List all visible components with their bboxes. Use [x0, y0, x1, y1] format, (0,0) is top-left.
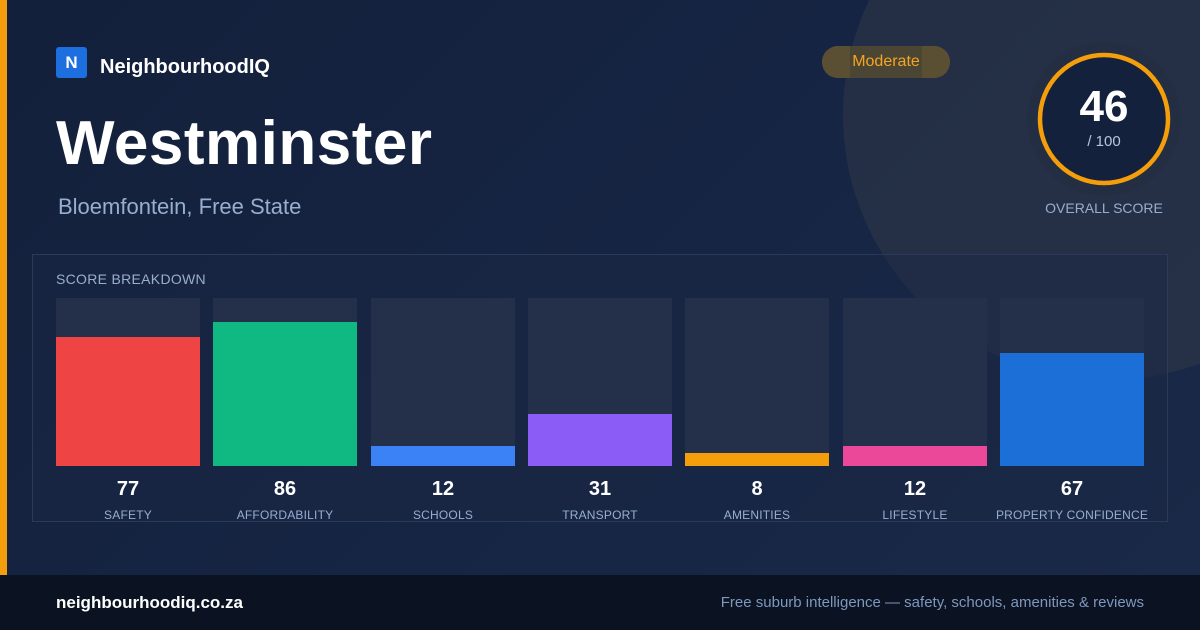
- bar-track: [1000, 298, 1144, 466]
- bar: [371, 446, 515, 466]
- bar-category-label: AMENITIES: [723, 508, 791, 522]
- bar: [56, 337, 200, 466]
- bar-track: [528, 298, 672, 466]
- bar-value-label: 77: [116, 478, 140, 500]
- bar-category-label: PROPERTY CONFIDENCE: [995, 508, 1149, 522]
- bar: [528, 414, 672, 466]
- score-breakdown-title: SCORE BREAKDOWN: [56, 271, 206, 287]
- bar-track: [685, 298, 829, 466]
- bar: [213, 322, 357, 466]
- bar-track: [843, 298, 987, 466]
- bar-track: [56, 298, 200, 466]
- bar-value-label: 12: [903, 478, 927, 500]
- bar-category-label: SCHOOLS: [412, 508, 474, 522]
- location-subtitle: Bloemfontein, Free State: [58, 194, 302, 219]
- overall-score-label: OVERALL SCORE: [1045, 200, 1163, 216]
- bar-value-label: 12: [431, 478, 455, 500]
- footer-url-link[interactable]: neighbourhoodiq.co.za: [56, 593, 243, 612]
- footer-tagline: Free suburb intelligence — safety, schoo…: [720, 594, 1144, 611]
- brand[interactable]: N NeighbourhoodIQ: [56, 46, 270, 79]
- bar-category-label: SAFETY: [104, 508, 152, 522]
- score-ring-graphic: [1027, 42, 1181, 196]
- bar-value-label: 67: [1060, 478, 1084, 500]
- bar-value-label: 86: [273, 478, 297, 500]
- score-ring-stroke: [1037, 52, 1171, 186]
- overall-score-ring: 46 / 100: [1027, 42, 1181, 196]
- bar-category-label: AFFORDABILITY: [236, 508, 334, 522]
- bar-category-label: TRANSPORT: [562, 508, 638, 522]
- page-title: Westminster: [56, 109, 433, 178]
- bar-category-label: LIFESTYLE: [882, 508, 948, 522]
- accent-bar: [0, 0, 7, 575]
- rating-badge: Moderate: [822, 46, 950, 78]
- bar-value-label: 31: [588, 478, 612, 500]
- bar-track: [371, 298, 515, 466]
- bar: [685, 453, 829, 466]
- bar-value-label: 8: [751, 478, 763, 500]
- overall-score-value: 46: [1079, 82, 1129, 131]
- rating-badge-label: Moderate: [852, 53, 920, 70]
- footer: neighbourhoodiq.co.za Free suburb intell…: [0, 575, 1200, 630]
- brand-logo-icon: N: [56, 47, 87, 78]
- bar: [1000, 353, 1144, 466]
- bar-track: [213, 298, 357, 466]
- brand-name: NeighbourhoodIQ: [100, 56, 270, 78]
- bar: [843, 446, 987, 466]
- overall-score-max: / 100: [1087, 133, 1121, 150]
